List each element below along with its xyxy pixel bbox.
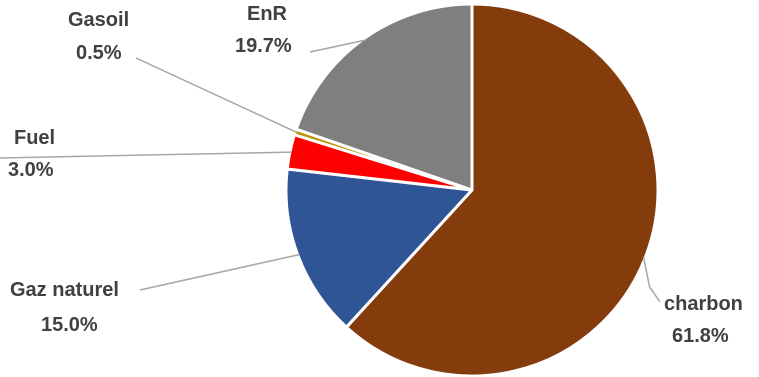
slice-name-enr: EnR	[247, 3, 288, 25]
leader-line-charbon	[642, 256, 661, 303]
pie-slice-enr	[294, 2, 474, 192]
leader-line-enr	[309, 39, 366, 53]
leader-line-gaz-naturel	[139, 253, 300, 291]
slice-value-gaz-naturel: 15.0%	[41, 314, 98, 336]
slice-value-gasoil: 0.5%	[76, 42, 122, 64]
slice-name-fuel: Fuel	[14, 127, 55, 149]
slice-value-fuel: 3.0%	[8, 159, 54, 181]
leader-line-gasoil	[135, 57, 298, 134]
slice-labels: charbon 61.8% Gaz naturel 15.0% Fuel 3.0…	[8, 3, 743, 347]
leader-lines	[0, 39, 661, 303]
leader-line-fuel	[0, 151, 292, 159]
slice-name-gasoil: Gasoil	[68, 9, 129, 31]
pie-slice-charbon	[344, 2, 660, 377]
pie-slices	[284, 2, 660, 377]
slice-name-gaz-naturel: Gaz naturel	[10, 279, 119, 301]
slice-value-charbon: 61.8%	[672, 325, 729, 347]
slice-value-enr: 19.7%	[235, 35, 292, 57]
slice-name-charbon: charbon	[664, 293, 743, 315]
